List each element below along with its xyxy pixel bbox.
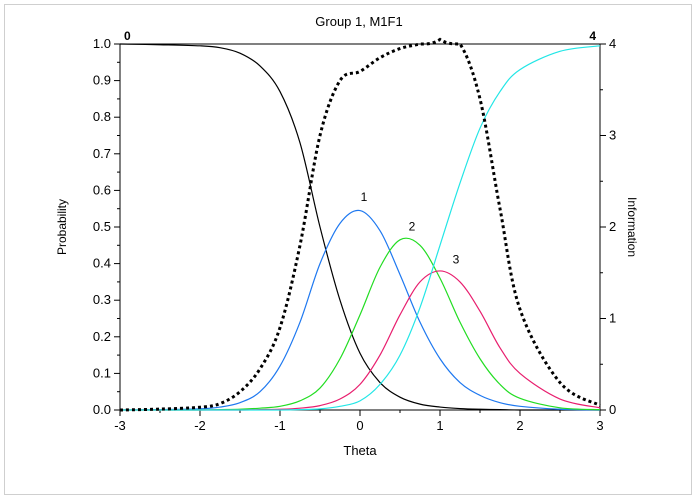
y-tick-label: 0.4 — [93, 256, 111, 271]
chart-title: Group 1, M1F1 — [315, 14, 402, 29]
y-tick-label: 0.2 — [93, 329, 111, 344]
x-axis-label: Theta — [343, 443, 377, 458]
series-line-information — [119, 37, 601, 412]
chart-frame — [4, 4, 692, 495]
y-tick-label: 0.8 — [93, 109, 111, 124]
y-tick-label: 0.1 — [93, 365, 111, 380]
x-axis: -3 -2 -1 0 1 2 3 — [114, 410, 604, 433]
y2-tick-label: 3 — [609, 128, 616, 143]
y-tick-label: 0.0 — [93, 402, 111, 417]
y2-axis-label: Information — [625, 197, 639, 257]
y-tick-label: 0.7 — [93, 146, 111, 161]
curve-labels: 0 1 2 3 4 — [124, 29, 596, 266]
series-line-1 — [119, 209, 601, 411]
x-tick-label: 0 — [356, 418, 363, 433]
x-tick-label: -2 — [194, 418, 206, 433]
y2-tick-label: 2 — [609, 219, 616, 234]
x-tick-label: 2 — [516, 418, 523, 433]
x-tick-label: 1 — [436, 418, 443, 433]
curve-label: 3 — [453, 252, 460, 266]
y-axis-left: 0.0 0.1 0.2 0.3 0.4 0.5 0.6 0.7 0.8 0.9 1.0 — [93, 36, 120, 417]
y-tick-label: 0.3 — [93, 292, 111, 307]
curve-label: 1 — [361, 190, 368, 204]
series-line-3 — [120, 270, 601, 411]
y-tick-label: 0.9 — [93, 73, 111, 88]
y2-tick-label: 1 — [609, 311, 616, 326]
plot-area — [119, 43, 601, 411]
series-layer — [119, 37, 601, 412]
x-tick-label: 3 — [596, 418, 603, 433]
y-axis-label: Probability — [55, 199, 69, 255]
y-tick-label: 1.0 — [93, 36, 111, 51]
series-line-0 — [119, 43, 600, 411]
x-tick-label: -3 — [114, 418, 126, 433]
series-line-4 — [120, 45, 601, 411]
y2-tick-label: 0 — [609, 402, 616, 417]
curve-label: 0 — [124, 29, 131, 43]
y-axis-right: 0 1 2 3 4 — [600, 36, 616, 417]
y2-tick-label: 4 — [609, 36, 616, 51]
y-tick-label: 0.6 — [93, 182, 111, 197]
x-tick-label: -1 — [274, 418, 286, 433]
curve-label: 4 — [589, 29, 596, 43]
curve-label: 2 — [409, 219, 416, 233]
y-tick-label: 0.5 — [93, 219, 111, 234]
